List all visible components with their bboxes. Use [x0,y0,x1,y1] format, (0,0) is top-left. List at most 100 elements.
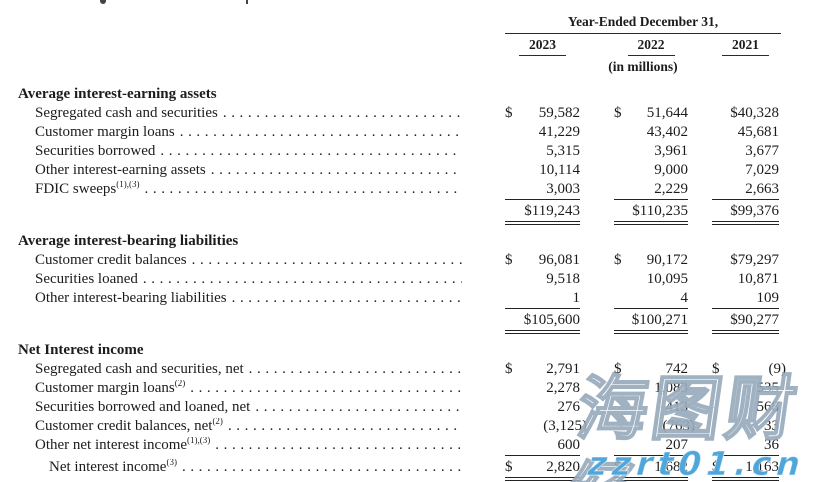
value-cell-2022: 9,000 [614,162,688,180]
currency-symbol: $ [614,361,622,377]
row-label-wrap: Segregated cash and securities [18,105,464,122]
value-cell-2023: 9,518 [505,271,580,289]
row-label: Other net interest income(1),(3) [35,437,211,453]
dot-leader [190,380,462,397]
table-row: Customer margin loans(2) 2,278 1,083 535 [18,380,809,399]
cell-value: 276 [557,399,581,415]
row-label: Other interest-earning assets [35,162,206,178]
cell-value: 41,229 [538,124,580,140]
dot-leader [180,124,462,141]
value-cell-2021: 3,677 [712,143,779,161]
table-row: Securities borrowed 5,315 3,961 3,677 [18,143,809,162]
value-cell-2021: $40,328 [712,105,779,123]
row-label: Securities borrowed and loaned, net [35,399,251,415]
cell-value: $119,243 [524,203,580,219]
dot-leader [211,162,462,179]
clipped-text-fragment [100,0,106,4]
row-label-wrap: Securities loaned [18,271,464,288]
cell-value: 2,278 [546,380,580,396]
dot-leader [232,290,462,307]
cell-value: 1 [572,290,581,306]
value-cell-2022: 2,229 [614,181,688,200]
row-label: Customer credit balances, net(2) [35,418,223,434]
year-columns: 2023 2022 2021 [505,37,781,56]
cell-value: (763) [662,418,696,434]
cell-value: 9,000 [654,162,688,178]
row-label: Customer margin loans(2) [35,380,186,396]
table-row: Customer credit balances $96,081 $90,172… [18,252,809,271]
row-label-wrap: Segregated cash and securities, net [18,361,464,378]
cell-value: 4 [680,290,689,306]
value-cell-2023: $2,791 [505,361,580,379]
cell-value: 10,095 [646,271,688,287]
cell-value: 10,871 [737,271,779,287]
dot-leader [223,105,462,122]
value-cell-2022: 43,402 [614,124,688,142]
cell-value: 33 [764,418,779,434]
value-cell-2021: $1,163 [712,459,779,481]
table-row: Securities borrowed and loaned, net 276 … [18,399,809,418]
cell-value: 1,083 [654,380,688,396]
row-label-wrap: Customer credit balances, net(2) [18,418,464,435]
value-cell-2023: 5,315 [505,143,580,161]
cell-value: 2,791 [546,361,580,377]
currency-symbol: $ [505,459,513,475]
cell-value: 207 [665,437,689,453]
cell-value: 2,820 [546,459,580,475]
row-label: Securities borrowed [35,143,156,159]
row-label: Net interest income(3) [49,459,177,475]
row-label-wrap: Securities borrowed [18,143,464,160]
row-label-wrap: Other interest-earning assets [18,162,464,179]
value-cell-2021: 535 [712,380,780,398]
row-label: Segregated cash and securities, net [35,361,244,377]
financial-table: Year-Ended December 31, 2023 2022 2021 (… [18,14,809,482]
table-row: Average interest-earning assets [18,86,809,105]
units-note: (in millions) [608,59,678,74]
row-label: Other interest-bearing liabilities [35,290,227,306]
dot-leader [228,418,462,435]
cell-value: 10,114 [539,162,580,178]
currency-symbol: $ [614,105,622,121]
dot-leader [145,181,463,198]
dot-leader [215,437,462,454]
clipped-text-fragment [246,0,248,4]
row-label-wrap: Customer margin loans(2) [18,380,464,397]
value-cell-2022: 413 [614,399,689,417]
dot-leader [255,399,462,416]
cell-value: 9,518 [546,271,580,287]
value-cell-2023: $96,081 [505,252,580,270]
table-row: Segregated cash and securities $59,582 $… [18,105,809,124]
cell-value: 1,682 [654,459,688,475]
value-cell-2022: 4 [614,290,688,309]
row-label: Securities loaned [35,271,138,287]
table-row: Customer margin loans 41,229 43,402 45,6… [18,124,809,143]
row-label: Customer margin loans [35,124,175,140]
value-cell-2021: $90,277 [712,312,779,334]
row-label-wrap: Net interest income(3) [18,459,464,476]
cell-value: 535 [756,380,780,396]
table-row: Net Interest income [18,342,809,361]
row-label: FDIC sweeps(1),(3) [35,181,140,197]
dot-leader [160,143,462,160]
year-column-2022: 2022 [614,37,688,56]
row-label: Average interest-earning assets [18,86,217,102]
table-row: Customer credit balances, net(2) (3,125)… [18,418,809,437]
value-cell-2021: 10,871 [712,271,779,289]
table-row: Net interest income(3) $2,820 $1,682 $1,… [18,459,809,481]
value-cell-2021: 36 [712,437,779,456]
cell-value: 413 [665,399,689,415]
row-label-wrap: Other interest-bearing liabilities [18,290,464,307]
row-label: Average interest-bearing liabilities [18,233,239,249]
value-cell-2021: 33 [712,418,779,436]
currency-symbol: $ [614,252,622,268]
table-row: Other net interest income(1),(3) 600 207… [18,437,809,456]
cell-value: 109 [756,290,780,306]
value-cell-2023: 2,278 [505,380,580,398]
value-cell-2023: $2,820 [505,459,580,481]
currency-symbol: $ [505,361,513,377]
cell-value: 600 [557,437,581,453]
value-cell-2023: (3,125) [505,418,587,436]
cell-value: 3,961 [654,143,688,159]
value-cell-2023: 3,003 [505,181,580,200]
cell-value: 3,003 [546,181,580,197]
